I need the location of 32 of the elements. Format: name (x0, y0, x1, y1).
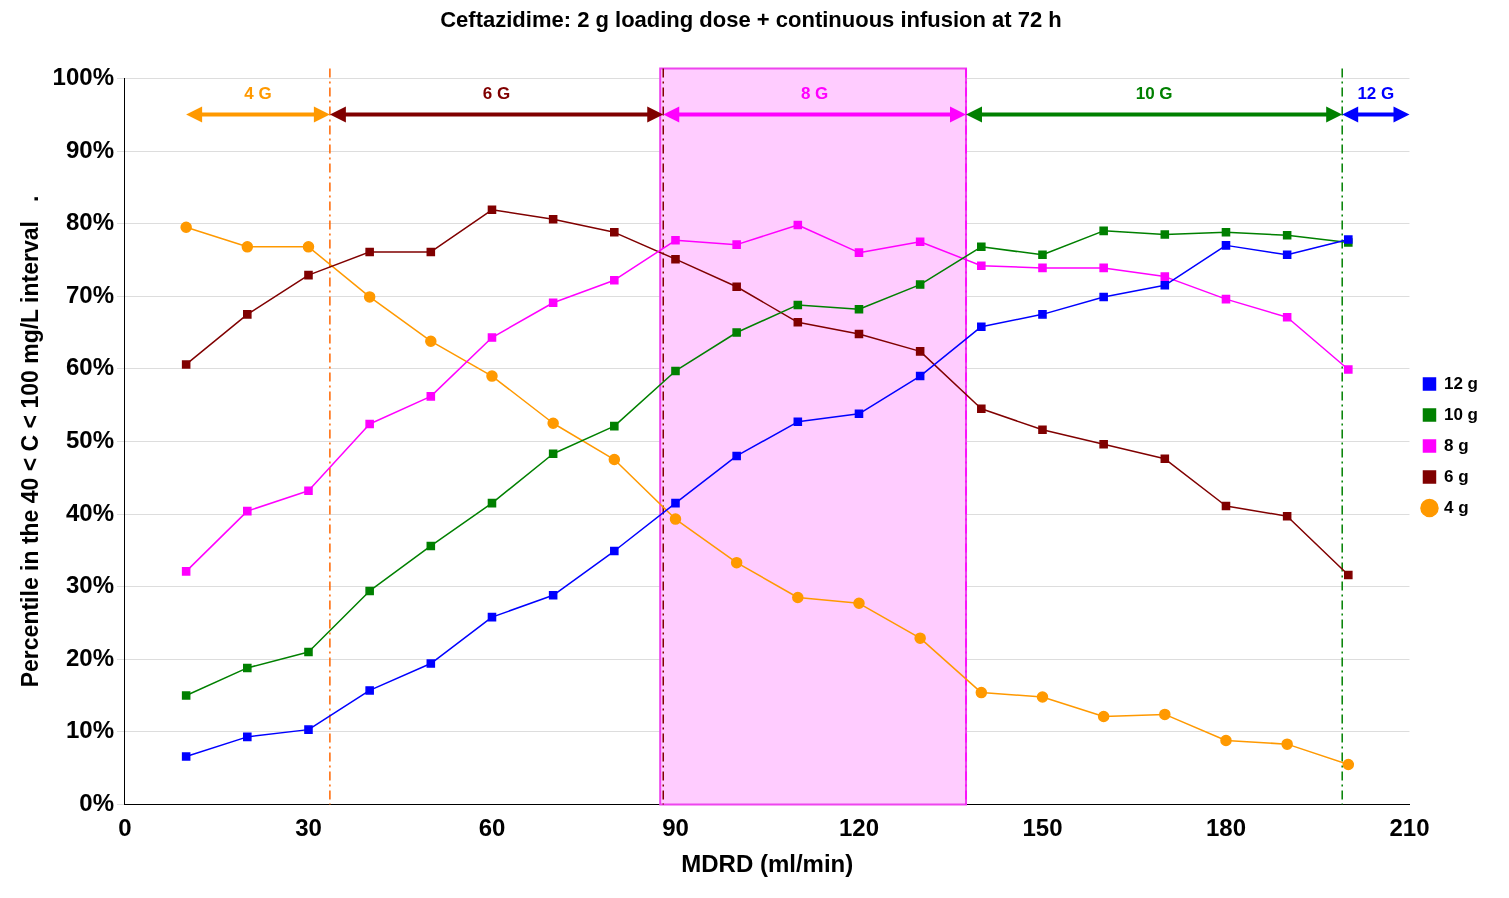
x-tick-label: 120 (838, 814, 880, 842)
annotation: 4 G (244, 83, 272, 103)
y-tick-label: 40% (65, 498, 114, 526)
annotation: 10 G (1135, 83, 1173, 103)
y-tick-label: 0% (79, 789, 114, 817)
x-tick-label: 180 (1205, 814, 1247, 842)
y-axis-title: Percentile in the 40 < C < 100 mg/L interval . (17, 195, 44, 688)
legend-label: 10 g (1443, 404, 1479, 424)
annotation: 8 G (800, 83, 829, 103)
chart-title: Ceftazidime: 2 g loading dose + continuous infusion at 72 h (440, 7, 1062, 33)
legend-label: 12 g (1443, 373, 1479, 393)
x-axis-title: MDRD (ml/min) (681, 850, 854, 878)
y-tick-label: 100% (52, 63, 114, 91)
y-tick-label: 70% (65, 280, 114, 308)
x-tick-label: 90 (662, 814, 689, 842)
y-tick-label: 30% (65, 571, 114, 599)
x-tick-label: 210 (1389, 814, 1430, 842)
annotation: 12 G (1357, 83, 1395, 103)
y-tick-label: 20% (65, 643, 114, 671)
legend-label: 6 g (1443, 466, 1469, 486)
legend-label: 8 g (1443, 435, 1469, 455)
annotation: 6 G (482, 83, 511, 103)
x-tick-label: 0 (118, 814, 132, 842)
y-tick-label: 10% (65, 716, 114, 744)
x-tick-label: 150 (1022, 814, 1063, 842)
y-tick-label: 90% (65, 135, 114, 163)
legend-label: 4 g (1443, 497, 1469, 517)
y-tick-label: 50% (65, 426, 114, 454)
y-tick-label: 80% (65, 208, 114, 236)
y-tick-label: 60% (65, 353, 114, 381)
x-tick-label: 30 (295, 814, 322, 842)
x-tick-label: 60 (478, 814, 506, 842)
